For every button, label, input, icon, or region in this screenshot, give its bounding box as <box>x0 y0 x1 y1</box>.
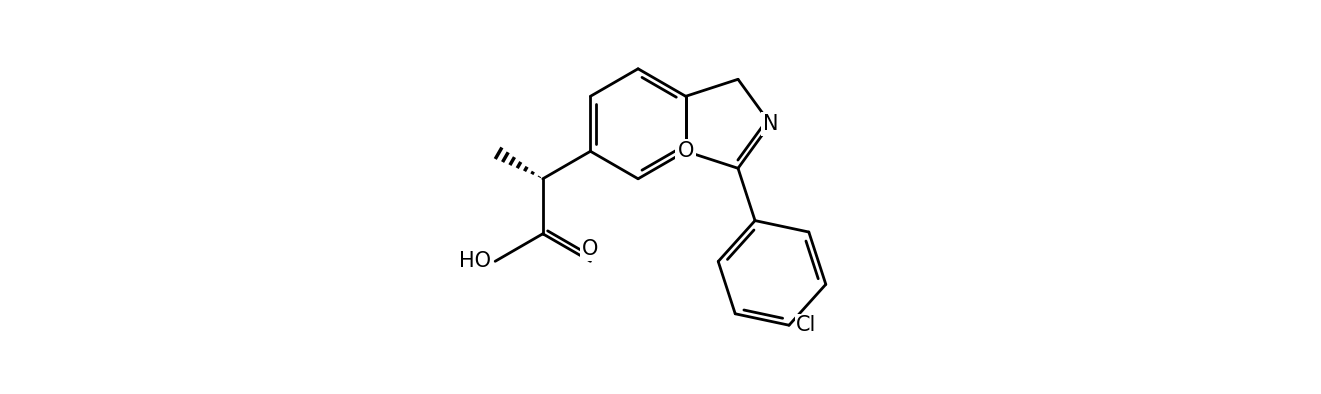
Text: O: O <box>678 141 694 161</box>
Text: O: O <box>583 238 598 258</box>
Text: Cl: Cl <box>795 315 816 335</box>
Text: N: N <box>762 114 778 134</box>
Text: HO: HO <box>458 251 491 271</box>
